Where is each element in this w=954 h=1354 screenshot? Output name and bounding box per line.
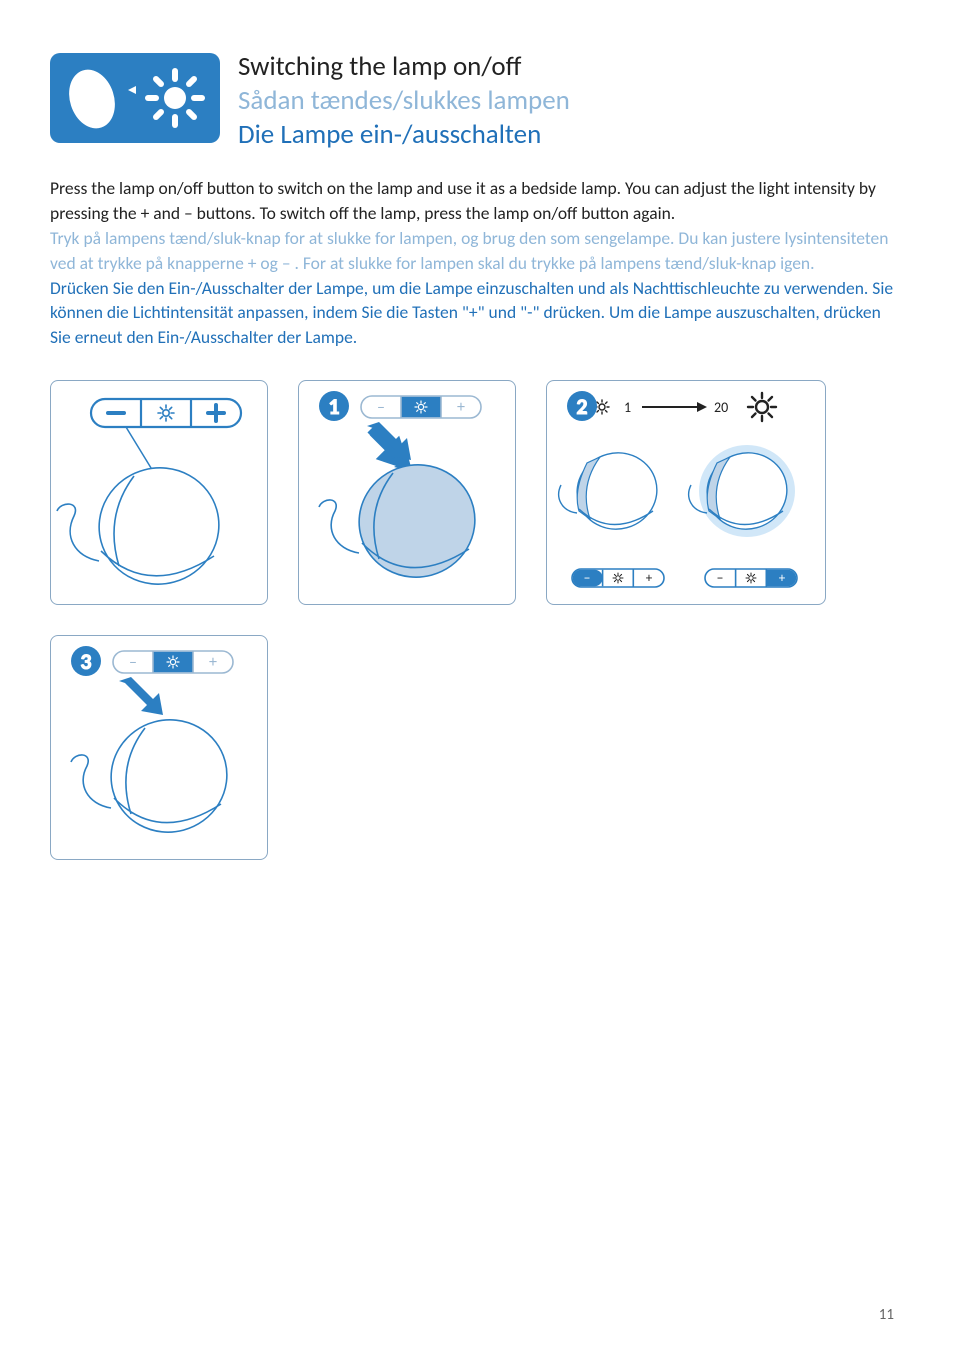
svg-text:–: –: [129, 653, 137, 672]
svg-text:+: +: [779, 571, 786, 586]
figure-step-1: 1 – +: [298, 380, 516, 605]
title-de: Die Lampe ein-/ausschalten: [238, 118, 570, 152]
paragraph-da: Tryk på lampens tænd/sluk-knap for at sl…: [50, 226, 904, 276]
svg-text:–: –: [584, 569, 591, 586]
step-badge-1: 1: [319, 391, 349, 421]
figure-step-2: 2 1 20: [546, 380, 826, 605]
svg-text:+: +: [457, 398, 465, 417]
figure-step-3: 3 – +: [50, 635, 268, 860]
brightness-to: 20: [714, 399, 728, 416]
title-en: Switching the lamp on/off: [238, 50, 570, 84]
svg-text:–: –: [377, 398, 385, 417]
paragraph-de: Drücken Sie den Ein-/Ausschalter der Lam…: [50, 276, 904, 351]
figure-controls: [50, 380, 268, 605]
brightness-from: 1: [624, 399, 631, 416]
svg-text:+: +: [209, 653, 217, 672]
paragraph-en: Press the lamp on/off button to switch o…: [50, 176, 904, 226]
svg-text:–: –: [717, 569, 724, 586]
page-number: 11: [879, 1306, 894, 1324]
step-badge-3: 3: [71, 646, 101, 676]
svg-text:+: +: [646, 571, 653, 586]
title-da: Sådan tændes/slukkes lampen: [238, 84, 570, 118]
header-icon: [50, 53, 220, 148]
step-badge-2: 2: [567, 391, 597, 421]
